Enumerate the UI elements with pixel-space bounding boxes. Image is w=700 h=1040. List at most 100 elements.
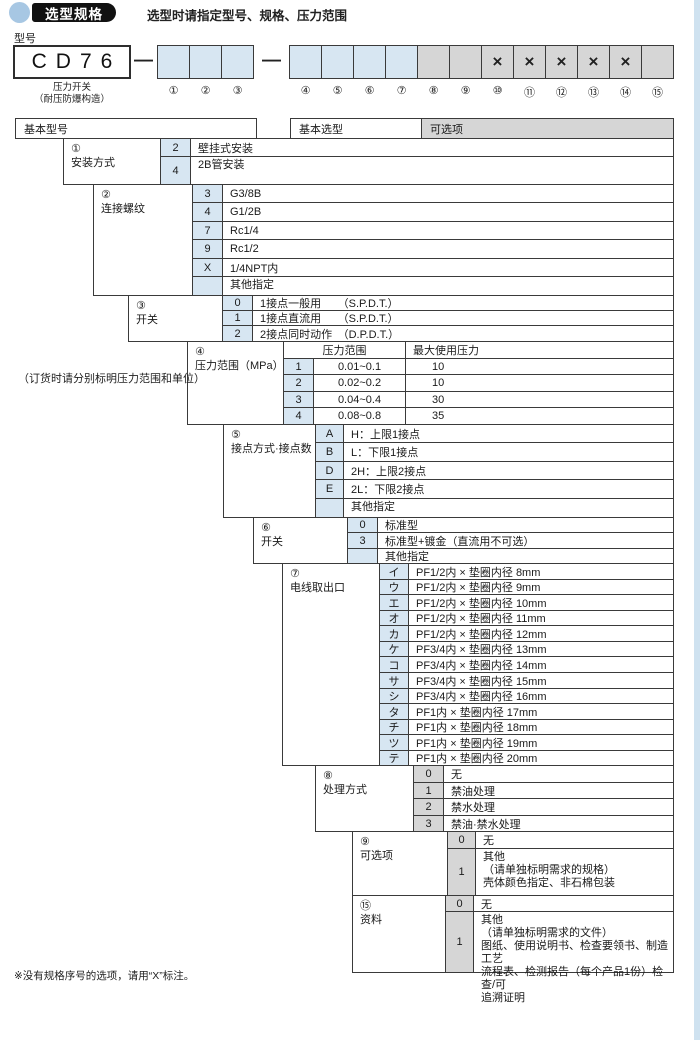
row-code-cell: イ — [379, 563, 409, 580]
dash-separator: — — [134, 50, 153, 71]
order-note: （订货时请分别标明压力范围和单位） — [18, 373, 205, 385]
row-desc-cell: 禁水处理 — [443, 798, 674, 816]
row-code-cell: 1 — [447, 848, 476, 896]
pressure-range-cell: 0.02~0.2 — [313, 374, 406, 392]
row-code-cell: 0 — [222, 295, 253, 311]
row-desc-cell: PF3/4内 × 垫圈内径 16mm — [408, 688, 674, 704]
section-number: ③ — [136, 300, 146, 312]
row-code-cell: B — [315, 442, 344, 462]
page-edge-strip — [694, 0, 700, 1040]
row-desc-cell: 标准型 — [377, 517, 674, 533]
x-mark: × — [588, 52, 599, 71]
position-number: ⑭ — [620, 87, 631, 99]
position-number: ⑫ — [556, 87, 567, 99]
position-number: ⑨ — [460, 85, 471, 97]
position-number: ③ — [232, 85, 243, 97]
row-code-cell: 0 — [347, 517, 378, 533]
row-code-cell: タ — [379, 703, 409, 720]
row-desc-cell: PF3/4内 × 垫圈内径 13mm — [408, 641, 674, 657]
section-name: 压力范围（MPa） — [195, 360, 284, 372]
section-badge: 选型规格 — [32, 3, 116, 22]
row-desc-cell: PF1/2内 × 垫圈内径 8mm — [408, 563, 674, 580]
section-name: 处理方式 — [323, 784, 367, 796]
row-code-cell: エ — [379, 594, 409, 611]
section-label-box-s2: ② 连接螺纹 — [93, 184, 193, 296]
max-pressure-header: 最大使用压力 — [405, 341, 674, 359]
dash-separator: — — [262, 50, 281, 71]
row-desc-cell: PF3/4内 × 垫圈内径 14mm — [408, 656, 674, 673]
row-desc-cell: L：下限1接点 — [343, 442, 674, 462]
x-mark: × — [556, 52, 567, 71]
row-desc-cell: 2接点同时动作 （D.P.D.T.） — [252, 325, 674, 342]
section-label-box-s15: ⑮ 资料 — [352, 895, 446, 973]
row-code-cell: 1 — [445, 911, 474, 973]
section-label-box-s8: ⑧ 处理方式 — [315, 765, 414, 832]
model-digit-box — [221, 45, 254, 79]
model-digit-box — [385, 45, 418, 79]
model-digit-box — [641, 45, 674, 79]
section-number: ④ — [195, 346, 205, 358]
row-code-cell: 2 — [222, 325, 253, 342]
row-code-cell: 7 — [192, 221, 223, 240]
page-subtitle: 选型时请指定型号、规格、压力范围 — [147, 9, 348, 23]
row-code-cell: 4 — [160, 156, 191, 185]
section-number: ⑨ — [360, 836, 370, 848]
row-desc-cell: PF1/2内 × 垫圈内径 9mm — [408, 579, 674, 595]
max-pressure-cell: 30 — [405, 391, 674, 408]
pressure-range-cell: 0.04~0.4 — [313, 391, 406, 408]
row-code-cell: 2 — [413, 798, 444, 816]
model-number-label: 型号 — [14, 33, 36, 45]
section-number: ⑤ — [231, 429, 241, 441]
row-desc-cell: PF1/2内 × 垫圈内径 12mm — [408, 625, 674, 642]
x-mark: × — [524, 52, 535, 71]
row-code-cell: 3 — [192, 184, 223, 203]
section-number: ⑥ — [261, 522, 271, 534]
position-number: ⑪ — [524, 87, 535, 99]
position-number: ⑬ — [588, 87, 599, 99]
row-desc-cell: 其他指定 — [377, 548, 674, 564]
model-digit-box — [289, 45, 322, 79]
row-code-cell: 1 — [413, 782, 444, 799]
position-number: ② — [200, 85, 211, 97]
model-digit-box — [321, 45, 354, 79]
row-desc-cell: Rc1/4 — [222, 221, 674, 240]
model-digit-box — [449, 45, 482, 79]
max-pressure-cell: 35 — [405, 407, 674, 425]
position-number: ⑦ — [396, 85, 407, 97]
model-digit-box: × — [609, 45, 642, 79]
row-desc-cell: 无 — [475, 831, 674, 849]
row-desc-cell: 1接点直流用 （S.P.D.T.） — [252, 310, 674, 326]
position-number: ⑤ — [332, 85, 343, 97]
row-code-cell: 2 — [283, 374, 314, 392]
position-number: ⑥ — [364, 85, 375, 97]
row-code-cell: 1 — [222, 310, 253, 326]
row-desc-cell: PF1/2内 × 垫圈内径 11mm — [408, 610, 674, 626]
row-desc-cell: 1/4NPT内 — [222, 258, 674, 277]
row-desc-cell: 禁油处理 — [443, 782, 674, 799]
row-code-cell: ウ — [379, 579, 409, 595]
row-desc-cell: 2B管安装 — [190, 156, 674, 185]
max-pressure-cell: 10 — [405, 358, 674, 375]
section-name: 连接螺纹 — [101, 203, 145, 215]
basic-selection-header: 基本选型 — [290, 118, 422, 139]
row-desc-cell: 壁挂式安装 — [190, 138, 674, 157]
row-code-cell — [192, 276, 223, 296]
max-pressure-cell: 10 — [405, 374, 674, 392]
row-code-cell: カ — [379, 625, 409, 642]
row-desc-cell: 其他 （请单独标明需求的规格） 壳体颜色指定、非石棉包装 — [475, 848, 674, 896]
model-code-box: CD76 — [13, 45, 131, 79]
model-caption: 压力开关 （耐压防爆构造） — [13, 82, 131, 105]
section-label-box-s7: ⑦ 电线取出口 — [282, 563, 380, 766]
row-desc-cell: 其他 （请单独标明需求的文件） 图纸、使用说明书、检查要领书、制造工艺 流程表、… — [473, 911, 674, 1004]
pressure-range-cell: 0.08~0.8 — [313, 407, 406, 425]
section-number: ⑮ — [360, 900, 371, 912]
x-mark: × — [492, 52, 503, 71]
section-badge-label: 选型规格 — [45, 6, 103, 22]
basic-model-header: 基本型号 — [15, 118, 257, 139]
section-label-box-s5: ⑤ 接点方式·接点数 — [223, 424, 316, 518]
row-code-cell: サ — [379, 672, 409, 689]
row-desc-cell: PF1/2内 × 垫圈内径 10mm — [408, 594, 674, 611]
section-name: 安装方式 — [71, 157, 115, 169]
row-code-cell — [315, 498, 344, 518]
